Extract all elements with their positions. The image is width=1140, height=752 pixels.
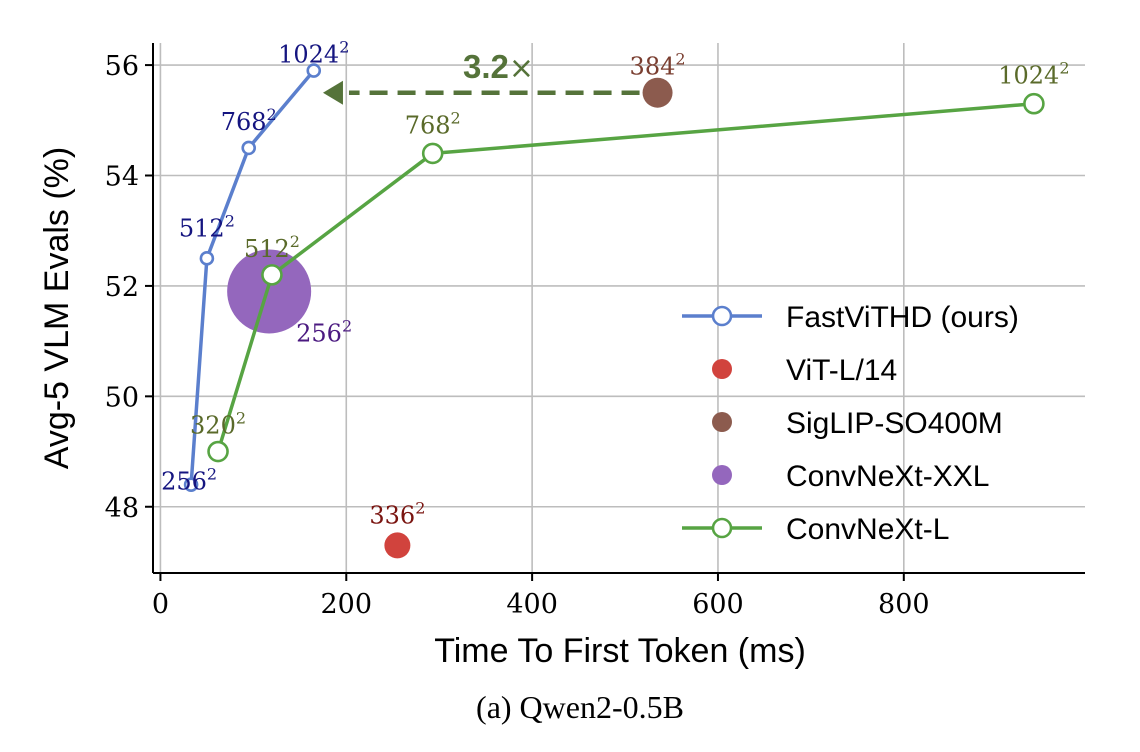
series-layer (183, 63, 1045, 559)
legend-label: SigLIP-SO400M (786, 407, 1003, 440)
series-fastvithd-ours (183, 63, 322, 492)
point-label: 3842 (630, 50, 686, 81)
superscript: 2 (342, 316, 352, 335)
superscript: 2 (415, 498, 425, 517)
data-point (199, 251, 215, 266)
superscript: 2 (225, 211, 235, 230)
data-point (261, 264, 283, 286)
data-point (642, 77, 673, 108)
ticks: 0 200 400 600 800 48 50 52 54 56 (105, 51, 930, 620)
x-tick-label: 0 (152, 589, 169, 620)
series-convnext-l (207, 92, 1045, 463)
x-tick-label: 200 (321, 589, 373, 620)
point-label: 2562 (161, 465, 217, 496)
point-label: 5122 (179, 211, 235, 242)
data-point (1023, 92, 1045, 115)
legend-marker (711, 305, 733, 327)
y-tick-label: 54 (105, 162, 139, 193)
speedup-annotation: 3.2× (463, 48, 534, 86)
x-tick-label: 800 (878, 589, 930, 620)
point-label: 3362 (369, 498, 425, 529)
series-line (189, 69, 316, 485)
figure-caption: (a) Qwen2-0.5B (476, 689, 684, 725)
series-siglip-so400m (642, 77, 673, 108)
legend-item-vit-l-14: ViT-L/14 (712, 354, 897, 387)
grid (153, 43, 1085, 573)
data-point (241, 140, 257, 156)
point-label: 10242 (278, 38, 349, 69)
speedup-value: 3.2 (463, 48, 509, 85)
legend-label: ConvNeXt-L (786, 513, 949, 546)
data-point (384, 532, 411, 559)
x-tick-label: 600 (692, 589, 744, 620)
point-label: 3202 (190, 409, 246, 440)
point-label: 10242 (998, 59, 1069, 90)
legend-item-convnext-xxl: ConvNeXt-XXL (712, 460, 989, 493)
series-convnext-xxl (227, 249, 312, 334)
legend-label: ViT-L/14 (786, 354, 897, 387)
superscript: 2 (290, 232, 300, 251)
legend-label: ConvNeXt-XXL (786, 460, 989, 493)
y-tick-label: 48 (105, 493, 139, 524)
data-point (183, 477, 199, 492)
legend-item-fastvithd-ours: FastViTHD (ours) (682, 301, 1019, 334)
point-label: 7682 (405, 108, 461, 139)
superscript: 2 (339, 38, 349, 57)
annotation-layer: 3.2× (322, 48, 640, 105)
axes (152, 43, 1085, 574)
data-point (421, 142, 444, 165)
superscript: 2 (1059, 59, 1069, 78)
y-tick-label: 50 (105, 382, 139, 413)
x-axis-label: Time To First Token (ms) (434, 632, 806, 670)
speedup-arrow-head (322, 80, 343, 105)
legend-item-siglip-so400m: SigLIP-SO400M (712, 407, 1003, 440)
legend-marker (712, 465, 732, 485)
series-vit-l-14 (384, 532, 411, 559)
legend-label: FastViTHD (ours) (786, 301, 1019, 334)
superscript: 2 (207, 465, 217, 484)
speedup-symbol: × (509, 51, 534, 86)
x-tick-label: 400 (506, 589, 558, 620)
superscript: 2 (451, 108, 461, 127)
data-point (306, 63, 322, 78)
y-tick-label: 56 (105, 51, 139, 82)
point-labels: 2562512276821024233623842256232025122768… (161, 38, 1069, 530)
superscript: 2 (267, 105, 277, 124)
legend-marker (712, 359, 732, 379)
data-point (227, 249, 312, 334)
superscript: 2 (675, 50, 685, 69)
legend-marker (711, 517, 733, 539)
data-point (207, 440, 229, 463)
point-label: 2562 (296, 316, 352, 347)
legend: FastViTHD (ours) ViT-L/14 SigLIP-SO400M Con… (682, 301, 1019, 546)
series-line (216, 101, 1035, 453)
y-tick-label: 52 (105, 272, 139, 303)
legend-item-convnext-l: ConvNeXt-L (682, 513, 949, 546)
y-axis-label: Avg-5 VLM Evals (%) (38, 147, 76, 469)
legend-marker (712, 412, 732, 432)
point-label: 7682 (221, 105, 277, 136)
superscript: 2 (236, 409, 246, 428)
